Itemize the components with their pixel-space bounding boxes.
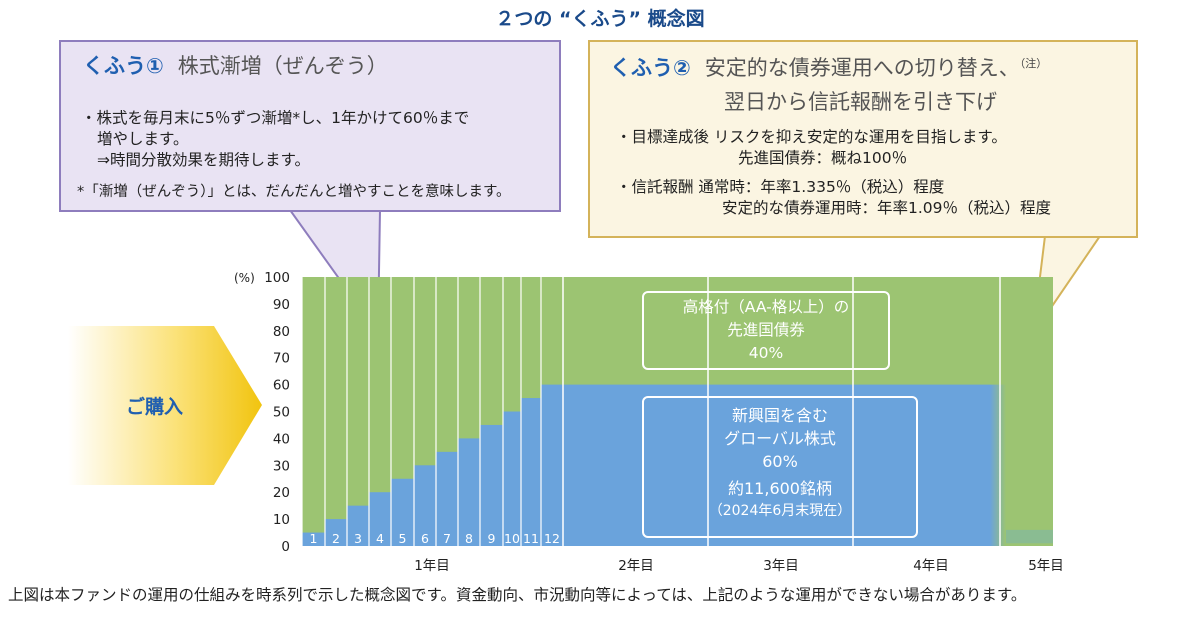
- y-tick-label: 30: [273, 458, 290, 474]
- stock-box-line3: 60%: [762, 452, 798, 471]
- kufu2-goal-line2: 先進国債券：概ね100％: [738, 149, 908, 167]
- y-tick-label: 70: [273, 351, 290, 367]
- kufu1-heading-row: くふう① 株式漸増（ぜんぞう）: [83, 50, 388, 80]
- y-tick-label: 80: [273, 324, 290, 340]
- year-label-2: 2年目: [618, 558, 654, 574]
- kufu2-badge: くふう②: [610, 56, 691, 80]
- month-label-8: 8: [465, 531, 473, 546]
- stock-bar-month-1: [302, 532, 325, 546]
- stock-box-line5: （2024年6月末現在）: [708, 503, 852, 519]
- month-label-7: 7: [443, 531, 451, 546]
- kufu1-line2: 増やします。: [97, 130, 189, 148]
- stock-box-line2: グローバル株式: [724, 429, 836, 448]
- kufu2-heading-note: （注）: [1019, 57, 1048, 70]
- y-tick-label: 20: [273, 485, 290, 501]
- purchase-label: ご購入: [126, 396, 184, 418]
- kufu2-fee-line1: ・信託報酬 通常時：年率1.335％（税込）程度: [616, 178, 945, 196]
- stock-bar-month-7: [436, 451, 458, 546]
- y-tick-label: 100: [264, 270, 290, 286]
- month-label-1: 1: [310, 531, 318, 546]
- month-label-9: 9: [488, 531, 496, 546]
- y-tick-label: 10: [273, 512, 290, 528]
- y-tick-label: 0: [281, 539, 290, 555]
- kufu1-heading: 株式漸増（ぜんぞう）: [177, 54, 388, 78]
- purchase-arrow: [68, 326, 262, 485]
- kufu2-heading-row: くふう② 安定的な債券運用への切り替え、（注）: [610, 52, 1047, 82]
- stock-bar-month-4: [369, 492, 391, 546]
- stock-allocation-box: 新興国を含む グローバル株式 60% 約11,600銘柄 （2024年6月末現在…: [642, 396, 918, 538]
- month-label-5: 5: [399, 531, 407, 546]
- kufu1-bubble: くふう① 株式漸増（ぜんぞう） ・株式を毎月末に5％ずつ漸増*し、1年かけて60％…: [59, 40, 561, 212]
- kufu2-goal-line1: ・目標達成後 リスクを抑え安定的な運用を目指します。: [616, 128, 1007, 146]
- bond-box-line2: 先進国債券: [727, 321, 805, 339]
- year-label-4: 4年目: [913, 558, 949, 574]
- y-tick-label: 60: [273, 378, 290, 394]
- year-label-3: 3年目: [763, 558, 799, 574]
- bond-box-line3: 40%: [748, 344, 784, 362]
- month-label-11: 11: [523, 531, 539, 546]
- stock-fade: [990, 384, 1006, 546]
- stock-box-line1: 新興国を含む: [731, 406, 828, 425]
- bond-box-line1: 高格付（AA-格以上）の: [682, 298, 850, 316]
- stock-bar-month-12: [541, 384, 563, 546]
- stock-bar-month-10: [503, 411, 521, 546]
- stock-bar-month-8: [458, 438, 480, 546]
- kufu2-fee-line2: 安定的な債券運用時：年率1.09％（税込）程度: [722, 199, 1052, 217]
- stock-block-years-2-4: [563, 384, 990, 546]
- year-label-5: 5年目: [1028, 558, 1064, 574]
- footnote: 上図は本ファンドの運用の仕組みを時系列で示した概念図です。資金動向、市況動向等に…: [8, 586, 1027, 604]
- month-label-12: 12: [544, 531, 560, 546]
- month-label-6: 6: [421, 531, 429, 546]
- stock-bar-month-9: [480, 424, 503, 546]
- kufu2-bubble: くふう② 安定的な債券運用への切り替え、（注） 翌日から信託報酬を引き下げ ・目標…: [588, 40, 1138, 238]
- stock-bar-month-6: [414, 465, 436, 546]
- y-tick-label: 40: [273, 431, 290, 447]
- kufu2-heading-line1: 安定的な債券運用への切り替え、: [704, 56, 1020, 80]
- stock-bar-month-3: [347, 505, 369, 546]
- plot-area: 1 2 3 4 5 6 7 8 9 10 11 120102030405060708090100(%)…: [234, 270, 1064, 574]
- month-label-3: 3: [354, 531, 362, 546]
- kufu1-line3: ⇒時間分散効果を期待します。: [97, 151, 310, 169]
- kufu1-note: *「漸増（ぜんぞう）」とは、だんだんと増やすことを意味します。: [77, 184, 511, 200]
- month-label-4: 4: [376, 531, 384, 546]
- month-label-10: 10: [504, 531, 520, 546]
- stock-bar-month-5: [391, 478, 414, 546]
- page-title: ２つの “くふう” 概念図: [495, 8, 705, 30]
- month-label-2: 2: [332, 531, 340, 546]
- stock-box-line4: 約11,600銘柄: [728, 479, 832, 498]
- y-tick-label: 50: [273, 405, 290, 421]
- stock-remnant: [1006, 529, 1053, 544]
- year-label-1: 1年目: [414, 558, 450, 574]
- y-unit-label: (%): [234, 271, 255, 285]
- bond-allocation-box: 高格付（AA-格以上）の 先進国債券 40%: [642, 291, 890, 370]
- stock-bar-month-11: [521, 398, 541, 546]
- kufu2-heading-line2: 翌日から信託報酬を引き下げ: [724, 90, 997, 114]
- kufu1-line1: ・株式を毎月末に5％ずつ漸増*し、1年かけて60％まで: [81, 109, 470, 127]
- y-tick-label: 90: [273, 297, 290, 313]
- stock-bar-month-2: [325, 519, 347, 546]
- kufu1-badge: くふう①: [83, 54, 164, 78]
